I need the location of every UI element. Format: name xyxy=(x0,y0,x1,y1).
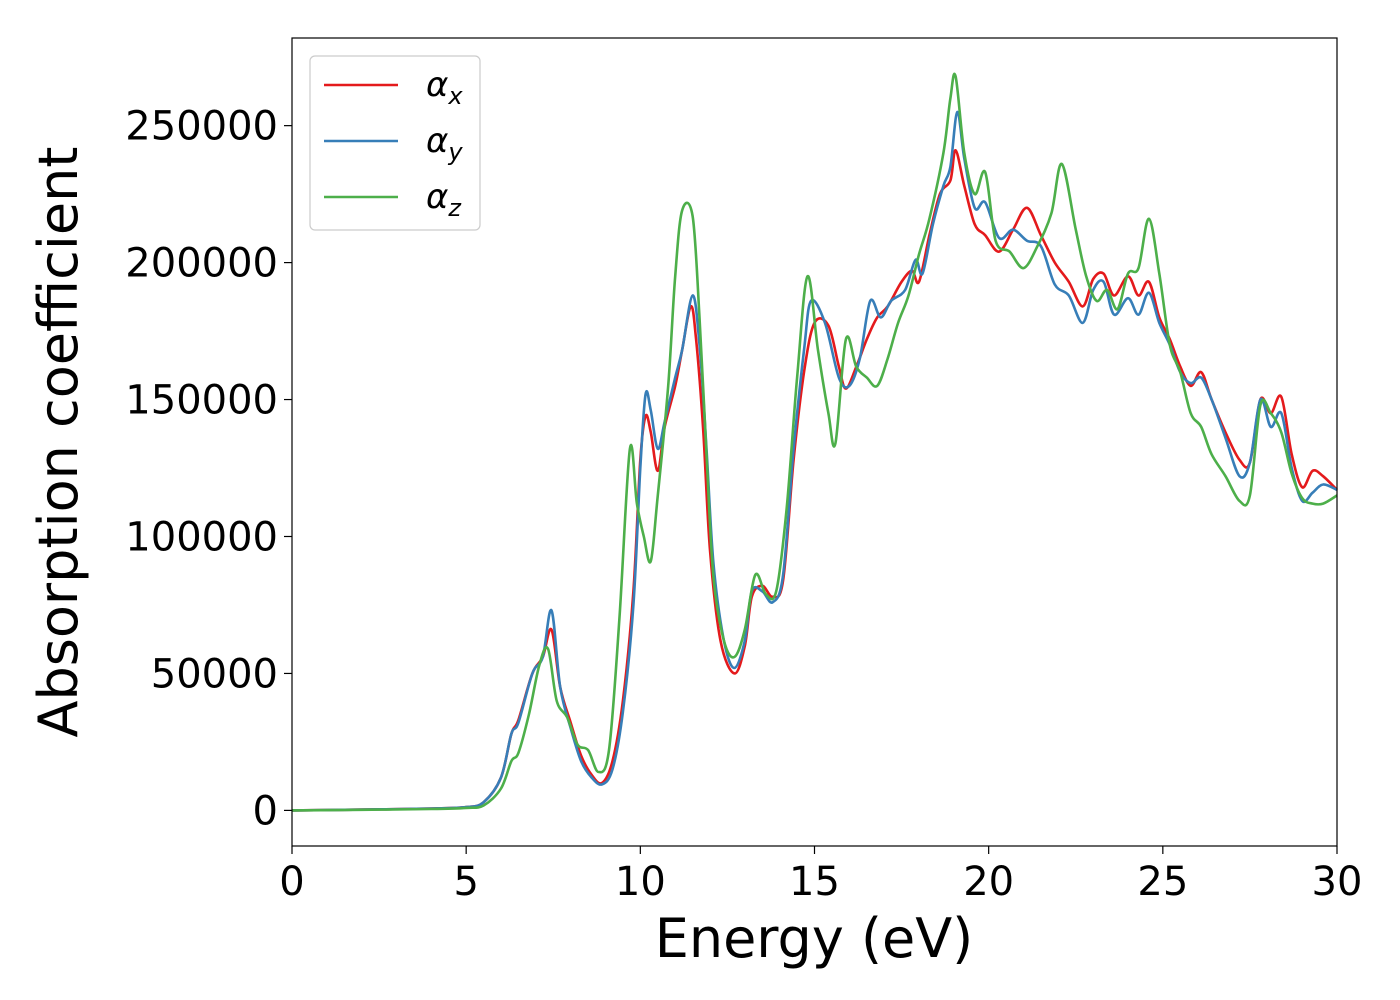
y-axis: 0 50000 100000 150000 200000 250000 xyxy=(125,104,292,834)
x-tick-label: 20 xyxy=(963,859,1014,905)
legend-label-main: α xyxy=(426,65,448,105)
legend-label-sub: y xyxy=(447,138,463,166)
legend-label-sub: x xyxy=(447,82,463,110)
x-axis-title: Energy (eV) xyxy=(655,907,974,970)
x-tick-label: 0 xyxy=(279,859,304,905)
y-tick-label: 200000 xyxy=(125,241,278,287)
y-tick-label: 150000 xyxy=(125,378,278,424)
y-axis-title: Absorption coefficient xyxy=(27,147,90,738)
y-tick-label: 0 xyxy=(253,788,278,834)
legend-label-main: α xyxy=(426,177,448,217)
x-tick-label: 15 xyxy=(789,859,840,905)
legend-box xyxy=(309,55,481,231)
y-tick-label: 100000 xyxy=(125,514,278,560)
x-tick-label: 30 xyxy=(1312,859,1363,905)
x-tick-label: 5 xyxy=(453,859,478,905)
series-layer xyxy=(291,72,1338,812)
x-axis: 0 5 10 15 20 25 30 xyxy=(279,846,1362,905)
series-line-z xyxy=(291,72,1338,812)
y-tick-label: 50000 xyxy=(151,651,278,697)
legend-label-main: α xyxy=(426,121,448,161)
legend-label-y: αy xyxy=(426,121,463,166)
legend-label-x: αx xyxy=(426,65,463,110)
x-tick-label: 25 xyxy=(1137,859,1188,905)
legend-label-sub: z xyxy=(447,194,462,222)
legend-label-z: αz xyxy=(426,177,462,222)
y-tick-label: 250000 xyxy=(125,104,278,150)
x-tick-label: 10 xyxy=(615,859,666,905)
